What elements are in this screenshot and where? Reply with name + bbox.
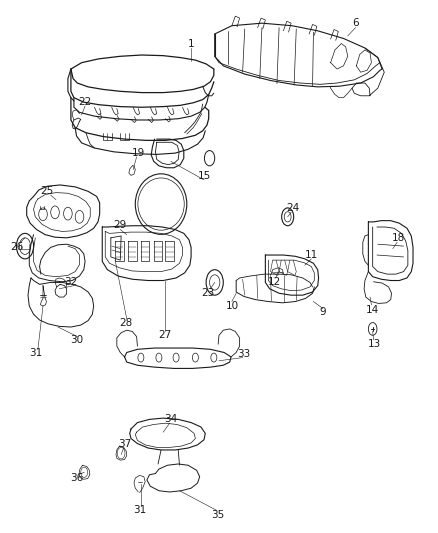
Text: 14: 14 (366, 305, 379, 315)
Text: 32: 32 (64, 277, 78, 287)
Text: 15: 15 (198, 171, 211, 181)
Text: 11: 11 (305, 250, 318, 260)
Text: 12: 12 (267, 277, 281, 287)
Text: 29: 29 (113, 220, 126, 230)
Text: 30: 30 (70, 335, 83, 345)
Text: 18: 18 (392, 233, 405, 243)
Text: 33: 33 (237, 349, 251, 359)
Text: 31: 31 (133, 505, 146, 515)
Text: 26: 26 (11, 243, 24, 253)
Text: 1: 1 (188, 38, 194, 49)
Text: 13: 13 (368, 339, 381, 349)
Text: 28: 28 (119, 318, 132, 328)
Text: 10: 10 (225, 301, 238, 311)
Text: 36: 36 (70, 473, 83, 483)
Text: 19: 19 (132, 148, 145, 158)
Text: 22: 22 (78, 97, 92, 107)
Text: 37: 37 (118, 439, 131, 449)
Text: 23: 23 (201, 288, 215, 298)
Text: 27: 27 (159, 330, 172, 340)
Text: 6: 6 (352, 18, 359, 28)
Text: 35: 35 (212, 510, 225, 520)
Text: 34: 34 (164, 414, 177, 424)
Text: 9: 9 (320, 308, 326, 317)
Text: 24: 24 (286, 203, 300, 213)
Text: 31: 31 (28, 348, 42, 358)
Text: 25: 25 (41, 187, 54, 196)
